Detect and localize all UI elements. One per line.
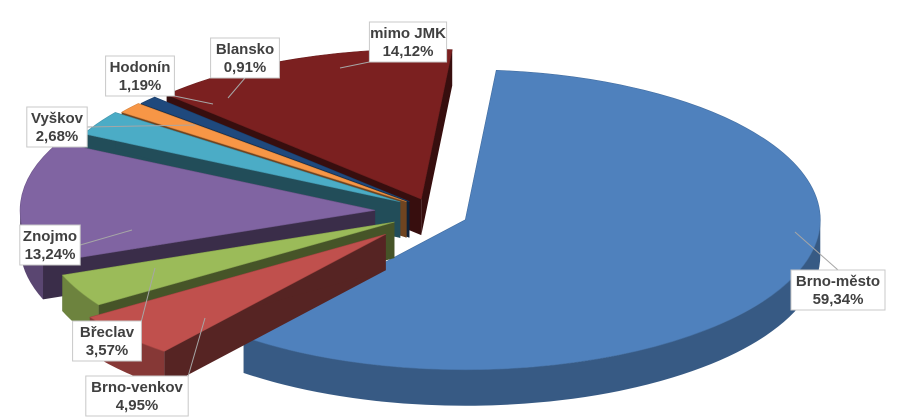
data-label-blansko-category: Blansko: [216, 41, 274, 58]
data-label-hodonin-box: [105, 55, 175, 97]
data-label-breclav-leader: [140, 267, 156, 322]
pie-slice-brno-mesto-rim: [243, 219, 821, 406]
pie-slice-mimo-jmk-wall: [421, 49, 453, 236]
data-label-brno-venkov-value: 4,95%: [116, 397, 159, 414]
data-label-blansko-box: [210, 37, 280, 79]
data-label-breclav-box: [72, 320, 142, 362]
data-label-brno-venkov-leader: [187, 317, 206, 377]
data-label-znojmo-leader: [80, 229, 133, 246]
data-label-brno-venkov-box: [85, 375, 189, 417]
data-label-vyskov-category: Vyškov: [31, 110, 84, 127]
data-label-brno-mesto-value: 59,34%: [813, 291, 864, 308]
data-label-znojmo-box: [19, 224, 81, 266]
data-label-mimo-jmk-value: 14,12%: [383, 43, 434, 60]
data-label-brno-mesto-box: [790, 269, 886, 311]
data-label-vyskov-box: [26, 106, 88, 148]
pie-slice-hodonin-top: [120, 103, 407, 202]
data-label-hodonin-value: 1,19%: [119, 77, 162, 94]
data-label-mimo-jmk-box: [368, 21, 448, 63]
data-label-blansko-leader: [227, 77, 246, 99]
data-label-brno-mesto-leader: [794, 231, 839, 271]
data-label-brno-mesto-category: Brno-město: [796, 273, 880, 290]
data-label-hodonin-leader: [174, 95, 214, 105]
data-label-blansko-value: 0,91%: [224, 59, 267, 76]
data-label-brno-venkov-category: Brno-venkov: [91, 379, 183, 396]
pie-slice-brno-venkov: [89, 233, 386, 388]
data-label-znojmo-value: 13,24%: [25, 246, 76, 263]
data-label-mimo-jmk-leader: [339, 61, 370, 69]
data-label-znojmo-category: Znojmo: [23, 228, 77, 245]
data-label-breclav-category: Břeclav: [80, 324, 135, 341]
pie-slice-brno-mesto: [242, 70, 821, 406]
data-label-mimo-jmk-category: mimo JMK: [370, 25, 446, 42]
data-label-breclav-value: 3,57%: [86, 342, 129, 359]
pie-slice-breclav-top: [61, 221, 395, 306]
data-label-vyskov-leader: [87, 124, 196, 128]
data-label-vyskov-value: 2,68%: [36, 128, 79, 145]
pie-slices: [19, 48, 821, 406]
label-leader-lines: [80, 61, 839, 377]
data-label-hodonin-category: Hodonín: [110, 59, 171, 76]
pie-slice-blansko-top: [140, 96, 410, 202]
